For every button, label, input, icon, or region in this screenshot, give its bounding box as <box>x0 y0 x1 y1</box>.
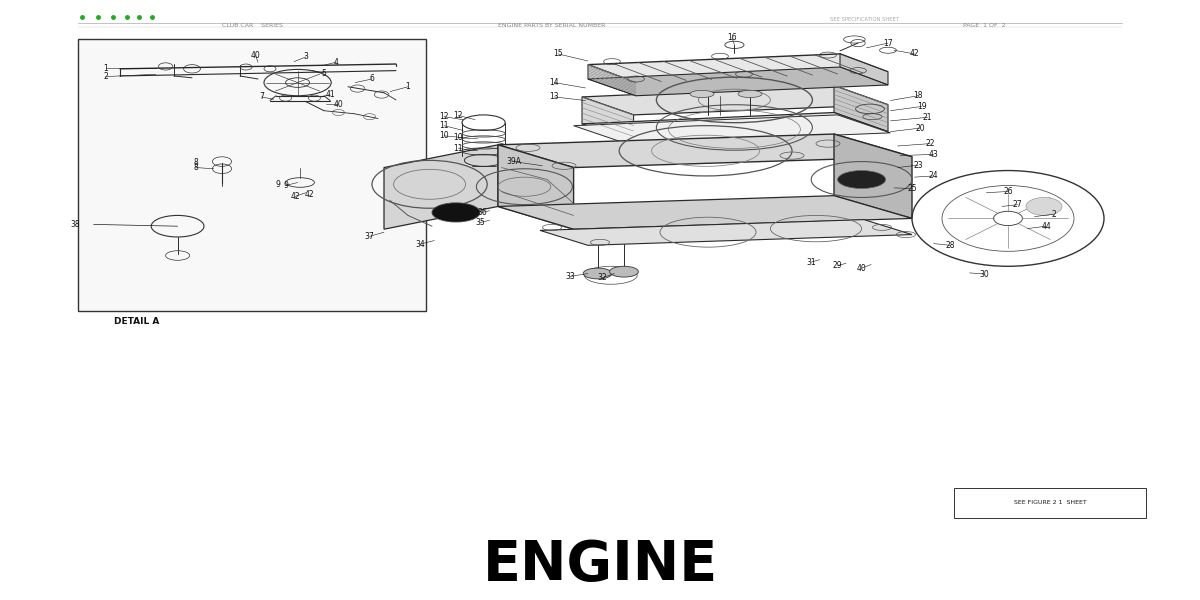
Text: SEE FIGURE 2 1  SHEET: SEE FIGURE 2 1 SHEET <box>1014 500 1086 505</box>
Text: 40: 40 <box>251 51 260 60</box>
Text: ENGINE PARTS BY SERIAL NUMBER: ENGINE PARTS BY SERIAL NUMBER <box>498 23 606 28</box>
Text: 42: 42 <box>305 190 314 199</box>
Polygon shape <box>834 86 888 131</box>
Text: 8: 8 <box>193 158 198 167</box>
Text: ENGINE: ENGINE <box>482 538 718 592</box>
Ellipse shape <box>432 203 480 222</box>
Polygon shape <box>582 113 888 142</box>
Text: 29: 29 <box>833 261 842 270</box>
Text: 40: 40 <box>334 100 343 109</box>
Polygon shape <box>582 97 634 142</box>
Text: 14: 14 <box>550 78 559 87</box>
Text: CLUB CAR    SERIES: CLUB CAR SERIES <box>222 23 283 28</box>
Text: 35: 35 <box>475 218 485 227</box>
Text: 42: 42 <box>290 192 300 201</box>
Text: 2: 2 <box>1051 210 1056 219</box>
Text: 9: 9 <box>283 181 288 190</box>
Polygon shape <box>498 196 912 229</box>
Text: SEE SPECIFICATION SHEET: SEE SPECIFICATION SHEET <box>829 17 899 22</box>
Polygon shape <box>582 86 888 115</box>
Bar <box>954 488 1146 518</box>
Text: 16: 16 <box>727 33 737 42</box>
Text: 10: 10 <box>439 131 449 140</box>
Text: 39A: 39A <box>506 157 521 166</box>
Polygon shape <box>574 115 890 143</box>
Text: 12: 12 <box>439 112 449 121</box>
Text: 19: 19 <box>917 102 926 111</box>
Text: 4: 4 <box>334 58 338 67</box>
Polygon shape <box>588 67 888 96</box>
Polygon shape <box>588 65 636 96</box>
Polygon shape <box>540 220 912 245</box>
Ellipse shape <box>738 91 762 98</box>
Text: 43: 43 <box>929 150 938 159</box>
Text: 8: 8 <box>193 163 198 172</box>
Polygon shape <box>498 134 912 167</box>
Text: 44: 44 <box>1042 221 1051 230</box>
Ellipse shape <box>838 170 886 188</box>
Text: 9: 9 <box>276 180 281 189</box>
Text: 10: 10 <box>454 133 463 142</box>
Text: 3: 3 <box>304 52 308 61</box>
Ellipse shape <box>690 91 714 98</box>
Text: 18: 18 <box>913 91 923 100</box>
Text: 42: 42 <box>910 49 919 58</box>
Text: 6: 6 <box>370 74 374 83</box>
Polygon shape <box>834 134 912 218</box>
Text: 5: 5 <box>322 68 326 77</box>
Bar <box>78 39 426 311</box>
Ellipse shape <box>1026 197 1062 215</box>
Polygon shape <box>384 145 498 229</box>
Text: 40: 40 <box>857 263 866 272</box>
Text: 24: 24 <box>929 172 938 181</box>
Text: 20: 20 <box>916 124 925 133</box>
Text: DETAIL A: DETAIL A <box>114 317 160 326</box>
Text: 27: 27 <box>1013 200 1022 209</box>
Ellipse shape <box>583 268 612 279</box>
Text: 11: 11 <box>454 144 463 153</box>
Ellipse shape <box>610 266 638 277</box>
Text: 32: 32 <box>598 273 607 282</box>
Text: 1: 1 <box>103 64 108 73</box>
Text: 38: 38 <box>71 220 80 229</box>
Text: 23: 23 <box>913 161 923 170</box>
Text: 37: 37 <box>365 232 374 241</box>
Text: 33: 33 <box>565 272 575 281</box>
Text: 25: 25 <box>907 184 917 193</box>
Text: 15: 15 <box>553 49 563 58</box>
Text: 13: 13 <box>550 92 559 101</box>
Text: PAGE  1 OF  2: PAGE 1 OF 2 <box>962 23 1006 28</box>
Text: 12: 12 <box>454 111 463 120</box>
Text: 30: 30 <box>979 269 989 278</box>
Text: 11: 11 <box>439 121 449 130</box>
Text: 17: 17 <box>883 38 893 47</box>
Polygon shape <box>840 54 888 85</box>
Text: 41: 41 <box>325 90 335 99</box>
Polygon shape <box>498 145 574 229</box>
Text: 2: 2 <box>103 72 108 81</box>
Text: 21: 21 <box>923 113 932 122</box>
Text: 31: 31 <box>806 257 816 266</box>
Polygon shape <box>588 54 888 83</box>
Text: 26: 26 <box>1003 187 1013 196</box>
Text: 36: 36 <box>478 208 487 217</box>
Text: 28: 28 <box>946 241 955 250</box>
Text: 1: 1 <box>406 82 410 91</box>
Text: 22: 22 <box>925 139 935 148</box>
Text: 7: 7 <box>259 92 264 101</box>
Text: 34: 34 <box>415 239 425 248</box>
